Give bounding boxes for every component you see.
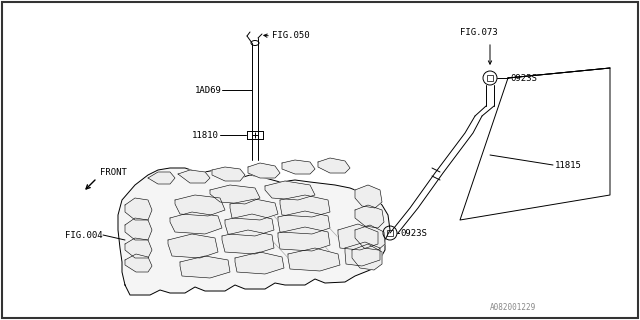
Polygon shape xyxy=(125,254,152,272)
Polygon shape xyxy=(345,242,380,266)
Polygon shape xyxy=(278,227,330,251)
Text: A082001229: A082001229 xyxy=(490,303,536,313)
Polygon shape xyxy=(280,195,330,217)
Polygon shape xyxy=(225,214,274,236)
Polygon shape xyxy=(355,205,384,228)
Polygon shape xyxy=(125,238,152,258)
Polygon shape xyxy=(355,185,382,208)
Polygon shape xyxy=(148,172,175,184)
Text: FIG.073: FIG.073 xyxy=(460,28,498,36)
Polygon shape xyxy=(265,181,315,200)
Text: FIG.050: FIG.050 xyxy=(272,30,310,39)
Polygon shape xyxy=(338,224,378,250)
Polygon shape xyxy=(278,211,330,234)
Polygon shape xyxy=(168,234,218,258)
Polygon shape xyxy=(118,168,390,295)
Polygon shape xyxy=(318,158,350,173)
Polygon shape xyxy=(175,195,225,216)
Polygon shape xyxy=(170,212,222,234)
Polygon shape xyxy=(248,163,280,178)
Polygon shape xyxy=(125,198,152,220)
Text: 0923S: 0923S xyxy=(400,228,427,237)
Polygon shape xyxy=(235,252,284,274)
Bar xyxy=(387,230,393,236)
Polygon shape xyxy=(355,225,385,250)
Text: 1AD69: 1AD69 xyxy=(195,85,222,94)
Text: 11810: 11810 xyxy=(192,131,219,140)
Text: 0923S: 0923S xyxy=(510,74,537,83)
Text: 11815: 11815 xyxy=(555,161,582,170)
Polygon shape xyxy=(288,248,340,271)
Polygon shape xyxy=(222,230,274,254)
Polygon shape xyxy=(230,199,278,220)
Text: FRONT: FRONT xyxy=(100,167,127,177)
Bar xyxy=(487,75,493,81)
Polygon shape xyxy=(352,244,382,270)
Polygon shape xyxy=(212,167,245,181)
Polygon shape xyxy=(282,160,315,174)
Polygon shape xyxy=(178,170,210,183)
Polygon shape xyxy=(180,256,230,278)
Polygon shape xyxy=(210,185,260,204)
Polygon shape xyxy=(125,218,152,240)
Text: FIG.004: FIG.004 xyxy=(65,230,102,239)
